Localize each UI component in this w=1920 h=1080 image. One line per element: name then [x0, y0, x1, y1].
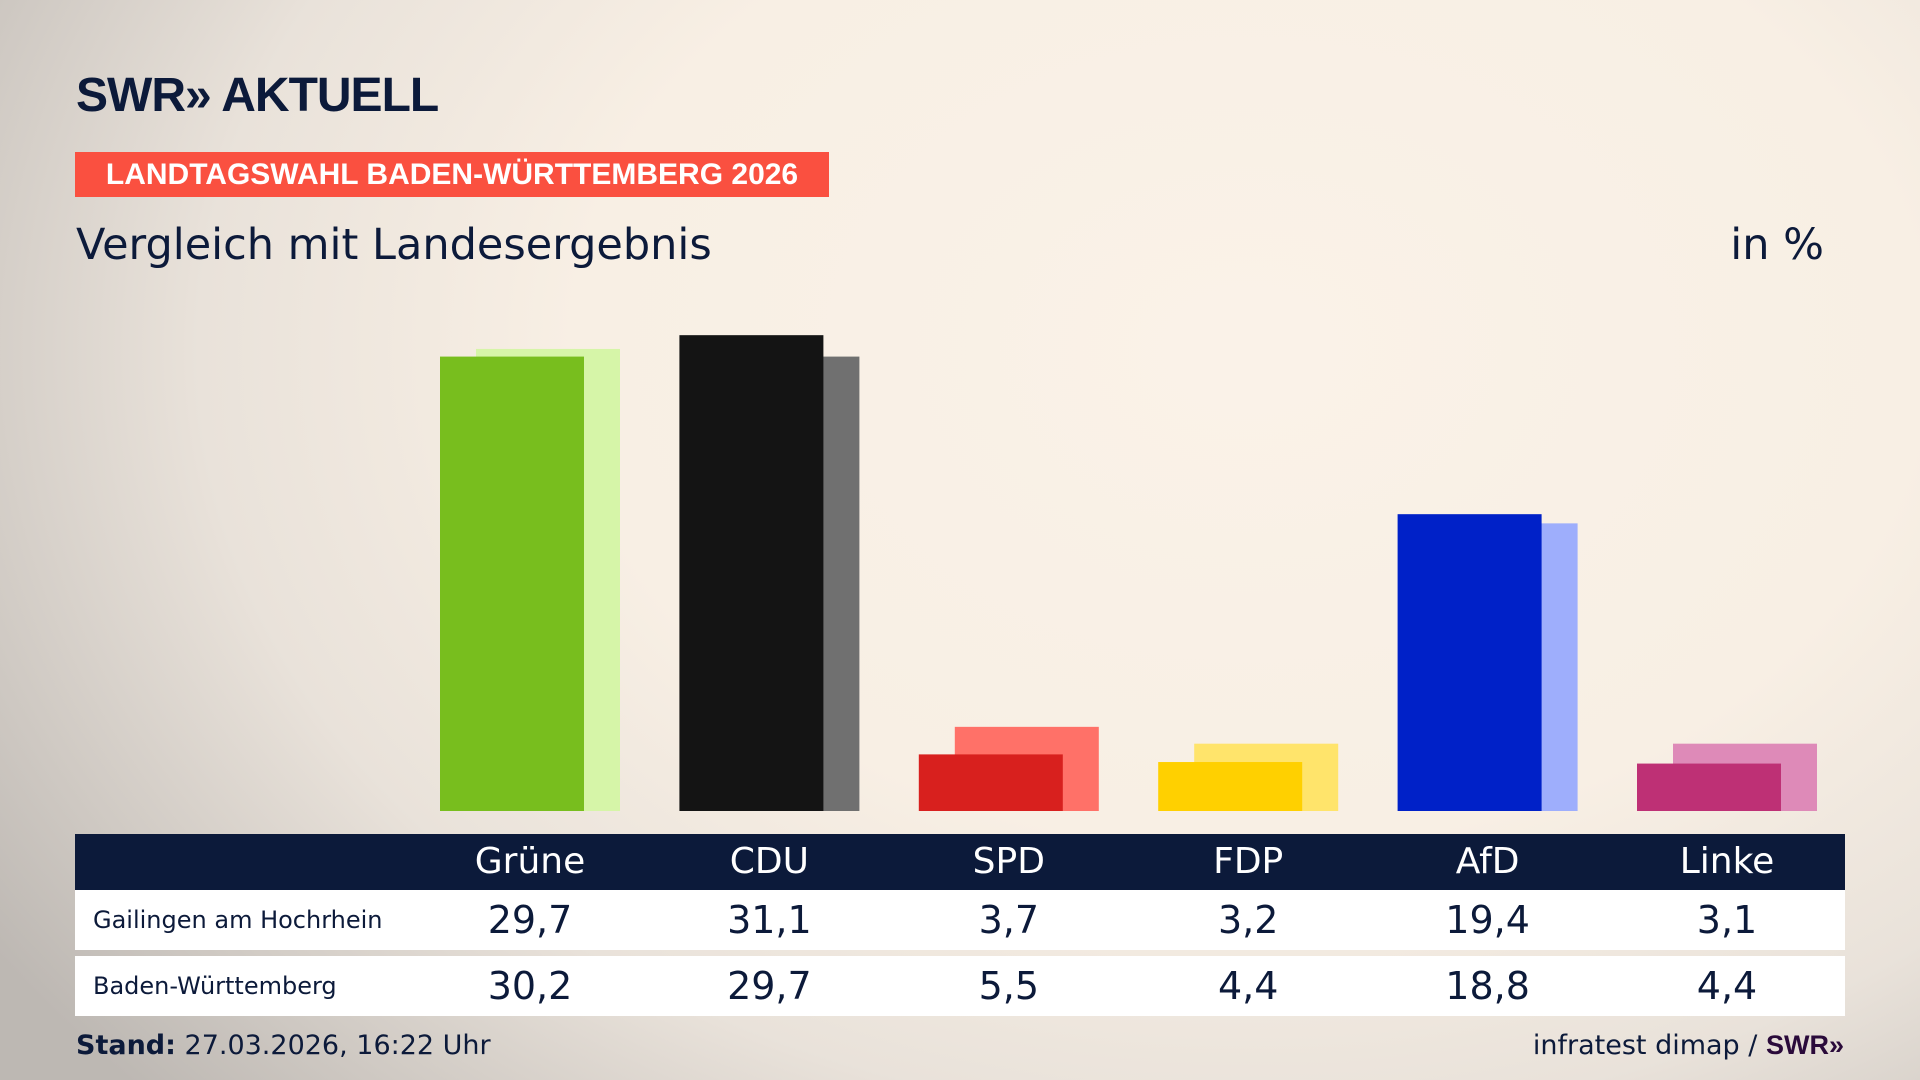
bar-chart: [440, 335, 1817, 811]
value-cell: 30,2: [487, 964, 573, 1008]
party-header: CDU: [729, 841, 809, 882]
stand-label: Stand:: [76, 1030, 176, 1061]
timestamp: Stand: 27.03.2026, 16:22 Uhr: [76, 1030, 491, 1061]
source-text: infratest dimap /: [1532, 1030, 1758, 1061]
chart-title: Vergleich mit Landesergebnis: [76, 220, 712, 270]
party-header: FDP: [1213, 841, 1284, 882]
main-bar-fdp: [1158, 762, 1303, 811]
value-cell: 3,2: [1217, 898, 1279, 942]
value-cell: 18,8: [1445, 964, 1530, 1008]
row-label: Baden-Württemberg: [93, 972, 337, 1000]
value-cell: 4,4: [1696, 964, 1758, 1008]
election-banner: LANDTAGSWAHL BADEN-WÜRTTEMBERG 2026: [75, 152, 829, 197]
main-bar-grüne: [440, 356, 584, 811]
value-cell: 29,7: [727, 964, 812, 1008]
value-cell: 31,1: [727, 898, 812, 942]
unit-label: in %: [1730, 220, 1824, 270]
value-cell: 5,5: [978, 964, 1040, 1008]
table-row: Baden-Württemberg 30,2 29,7 5,5 4,4 18,8 4,4: [75, 956, 1845, 1016]
value-cell: 19,4: [1445, 898, 1530, 942]
main-bar-cdu: [679, 335, 824, 811]
value-cell: 29,7: [487, 898, 573, 942]
stand-value: 27.03.2026, 16:22 Uhr: [184, 1030, 491, 1061]
value-cell: 4,4: [1217, 964, 1279, 1008]
main-bar-spd: [918, 754, 1063, 811]
value-cell: 3,1: [1696, 898, 1758, 942]
main-bar-afd: [1397, 514, 1542, 811]
swr-logo: SWR»: [1765, 1030, 1844, 1060]
party-header: Grüne: [474, 841, 586, 882]
results-table: Grüne CDU SPD FDP AfD Linke Gailingen am Hoch…: [75, 834, 1845, 1016]
party-header: SPD: [972, 841, 1045, 882]
party-header: AfD: [1455, 841, 1520, 882]
source: infratest dimap / SWR»: [1533, 1030, 1844, 1061]
main-bar-linke: [1637, 763, 1781, 811]
table-row: Gailingen am Hochrhein 29,7 31,1 3,7 3,2 19,…: [75, 890, 1845, 950]
value-cell: 3,7: [978, 898, 1040, 942]
table-header: Grüne CDU SPD FDP AfD Linke: [75, 834, 1845, 890]
party-header: Linke: [1679, 841, 1775, 882]
row-label: Gailingen am Hochrhein: [93, 906, 383, 934]
swr-aktuell-logo: SWR» AKTUELL: [76, 69, 439, 122]
